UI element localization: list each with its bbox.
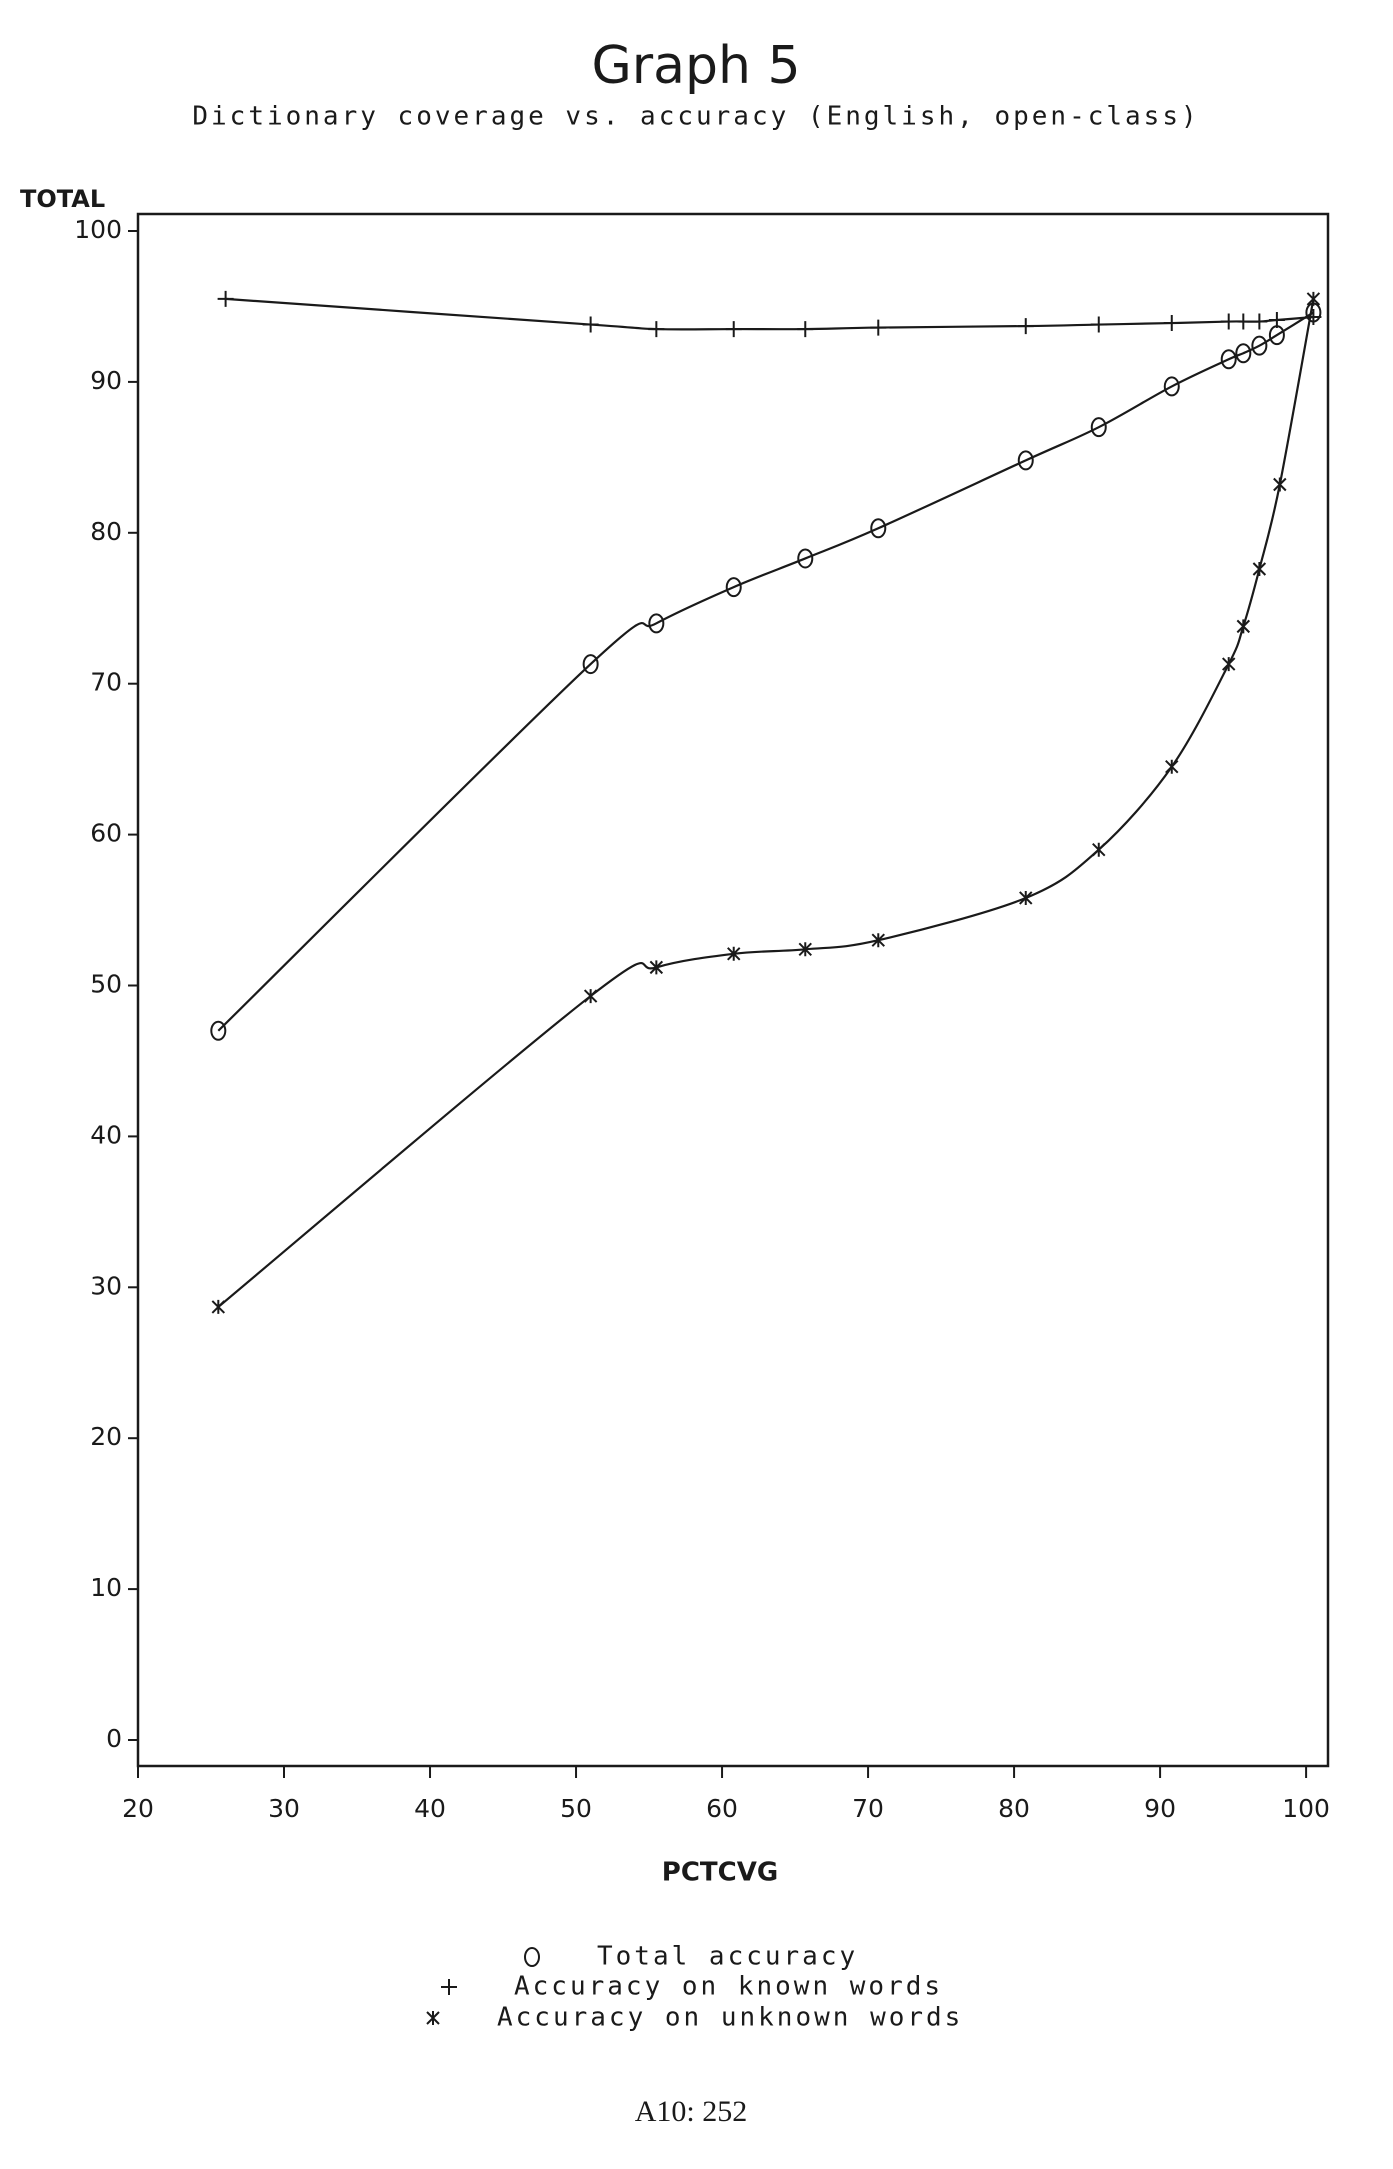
y-tick-label: 0 <box>106 1724 122 1753</box>
plot-frame <box>136 212 1330 1768</box>
x-tick-label: 40 <box>414 1794 446 1823</box>
legend-label: Accuracy on unknown words <box>497 2003 963 2033</box>
chart-subtitle: Dictionary coverage vs. accuracy (Englis… <box>192 102 1199 132</box>
data-point <box>1163 315 1180 332</box>
y-tick-label: 100 <box>74 215 122 244</box>
y-tick-label: 40 <box>90 1120 122 1149</box>
data-point <box>582 316 599 333</box>
data-point <box>798 942 812 957</box>
data-point <box>211 1299 226 1314</box>
legend-label: Total accuracy <box>597 1942 858 1972</box>
data-point <box>1090 316 1107 333</box>
data-point <box>1220 313 1237 330</box>
y-tick-label: 80 <box>90 517 122 546</box>
data-point <box>648 321 665 338</box>
x-tick-label: 30 <box>268 1794 300 1823</box>
data-point <box>727 946 741 961</box>
y-tick-label: 10 <box>90 1573 122 1602</box>
data-point <box>871 933 885 948</box>
data-point <box>217 290 234 307</box>
y-tick-label: 90 <box>90 366 122 395</box>
data-point <box>582 654 599 675</box>
data-point <box>1235 343 1252 364</box>
data-point <box>725 577 742 598</box>
data-point <box>797 321 814 338</box>
data-point <box>1090 417 1107 438</box>
data-point <box>1305 309 1322 326</box>
data-point <box>1236 619 1251 634</box>
chart-title: Graph 5 <box>591 36 800 96</box>
x-tick-label: 80 <box>998 1794 1030 1823</box>
legend-symbol <box>524 1947 540 1967</box>
data-point <box>583 989 598 1004</box>
y-tick-label: 20 <box>90 1422 122 1451</box>
data-point <box>870 319 887 336</box>
data-point <box>725 321 742 338</box>
series-line <box>217 311 1314 1032</box>
data-point <box>1251 335 1268 356</box>
data-point <box>1220 349 1237 370</box>
data-point <box>649 960 664 975</box>
data-point <box>1092 842 1106 857</box>
x-tick-label: 90 <box>1144 1794 1176 1823</box>
data-point <box>1017 450 1034 471</box>
data-point <box>210 1020 227 1041</box>
y-tick-label: 30 <box>90 1271 122 1300</box>
y-tick-label: 60 <box>90 819 122 848</box>
data-point <box>1222 657 1236 672</box>
data-point <box>1163 376 1180 397</box>
data-point <box>797 548 814 569</box>
data-point <box>870 518 887 539</box>
data-point <box>1273 477 1287 492</box>
data-point <box>1268 312 1285 329</box>
data-point <box>1019 890 1033 905</box>
x-axis-label: PCTCVG <box>662 1858 778 1888</box>
data-point <box>1252 562 1267 577</box>
x-tick-label: 20 <box>122 1794 154 1823</box>
data-point <box>1017 318 1034 335</box>
x-tick-label: 70 <box>852 1794 884 1823</box>
y-axis-label: TOTAL <box>20 185 105 213</box>
legend-label: Accuracy on known words <box>514 1972 943 2002</box>
footer: A10: 252 <box>635 2095 748 2128</box>
y-tick-label: 50 <box>90 970 122 999</box>
y-tick-label: 70 <box>90 668 122 697</box>
x-tick-label: 60 <box>706 1794 738 1823</box>
data-point <box>1306 291 1321 306</box>
data-point <box>1251 313 1268 330</box>
data-point <box>1235 313 1252 330</box>
data-point <box>1165 759 1179 774</box>
legend-symbol <box>441 1979 457 1995</box>
data-point <box>648 613 665 634</box>
x-tick-label: 100 <box>1282 1794 1330 1823</box>
legend-symbol <box>426 2011 440 2025</box>
series-line <box>225 297 1314 331</box>
series-line <box>217 298 1315 1308</box>
x-tick-label: 50 <box>560 1794 592 1823</box>
